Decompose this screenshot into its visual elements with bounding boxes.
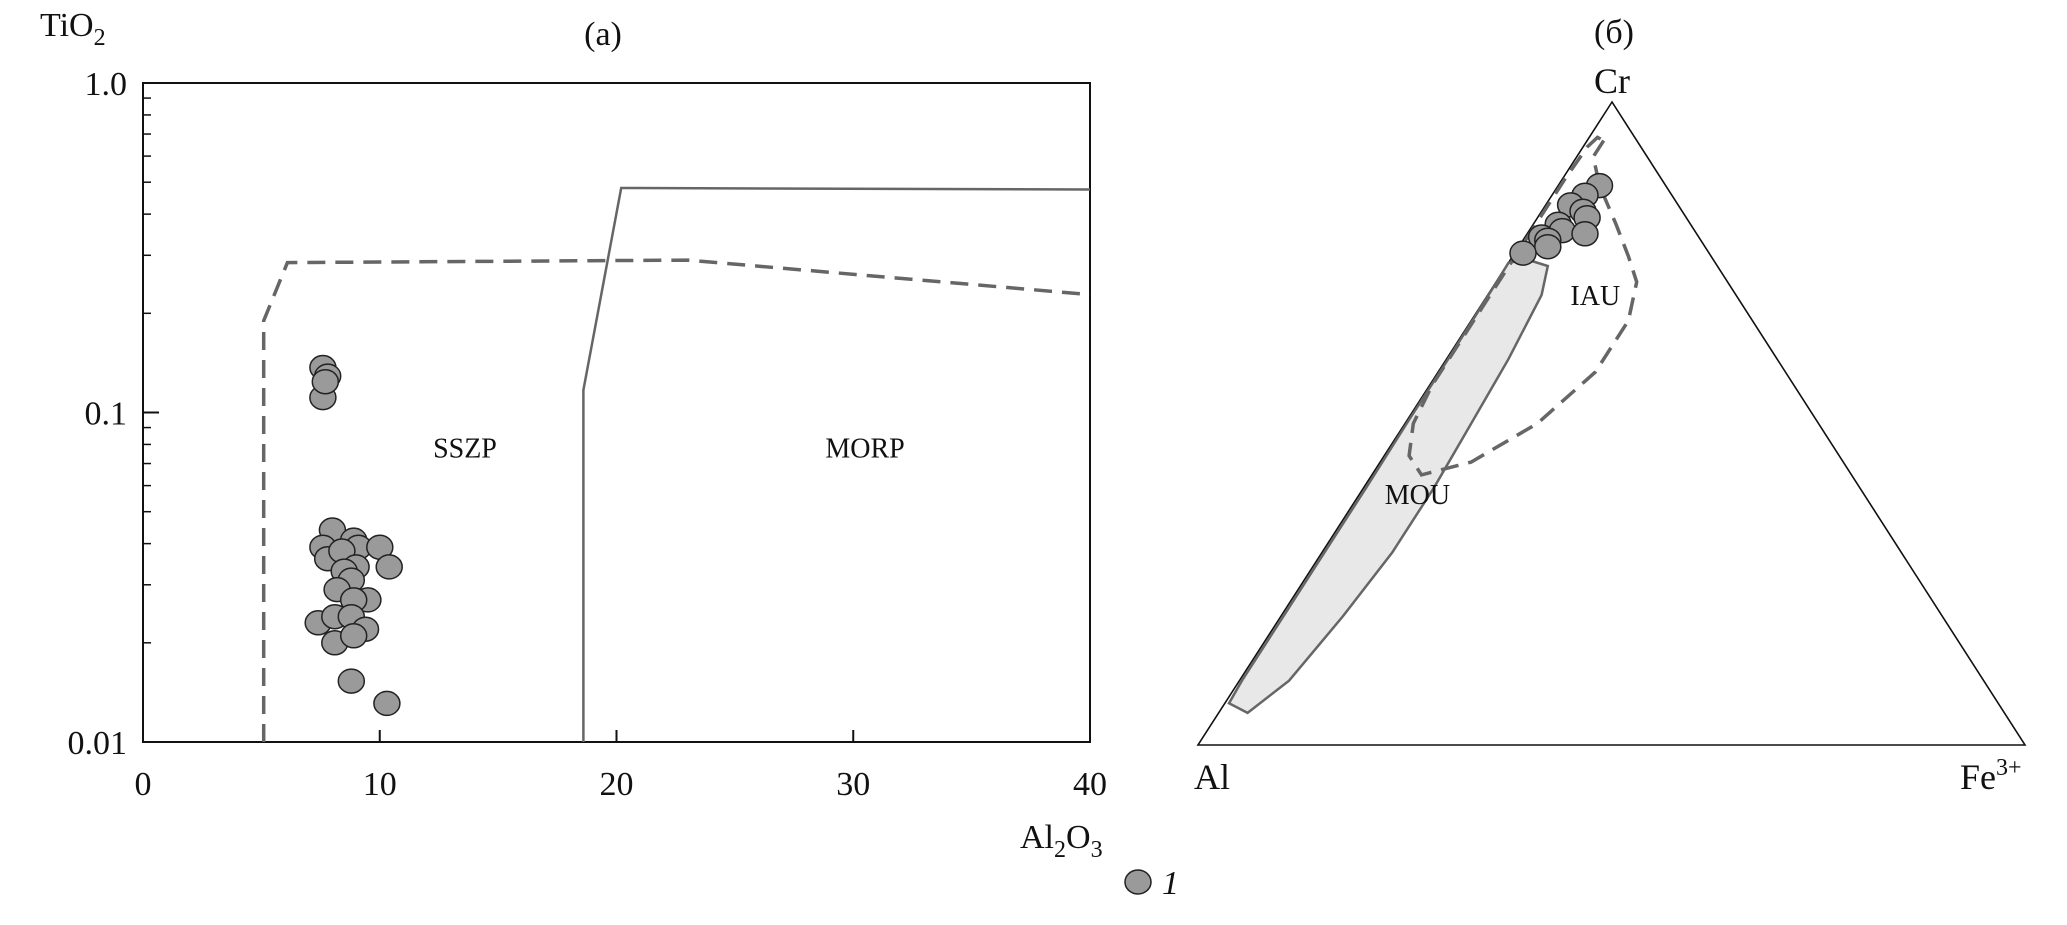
region-boundaries bbox=[261, 186, 1091, 742]
x-axis-label-o: O bbox=[1066, 819, 1091, 856]
y-axis-label: TiO2 bbox=[40, 7, 106, 51]
ternary-triangle bbox=[1196, 100, 2027, 746]
data-point bbox=[375, 554, 403, 580]
data-point bbox=[339, 623, 368, 649]
y-axis-ticks: 0.01 0.1 1.0 bbox=[68, 66, 159, 762]
legend-label: 1 bbox=[1162, 865, 1179, 902]
data-point bbox=[373, 690, 401, 717]
x-axis-label-al: Al bbox=[1020, 819, 1054, 856]
panel-a-label: (a) bbox=[584, 16, 622, 53]
boundary-morp bbox=[582, 186, 1091, 742]
panel-b-label: (б) bbox=[1594, 14, 1634, 51]
panel-a-scatter: (a) TiO2 0 10 20 30 40 0.010.11.0 SSZP MORP A… bbox=[40, 7, 1107, 863]
data-point bbox=[337, 668, 366, 694]
x-axis-label-sub3: 3 bbox=[1091, 837, 1103, 863]
ternary-data-point bbox=[1534, 233, 1562, 260]
ternary-regions bbox=[1227, 135, 1639, 715]
vertex-label-fe: Fe3+ bbox=[1960, 755, 2022, 797]
boundary-sszp bbox=[261, 258, 1091, 742]
panel-b-ternary: (б) IAU MOU Cr Al Fe3+ bbox=[1194, 14, 2027, 797]
ternary-region-label-iau: IAU bbox=[1570, 281, 1620, 312]
vertex-label-al: Al bbox=[1194, 757, 1230, 797]
ternary-region-label-mou: MOU bbox=[1385, 480, 1450, 511]
ternary-data-point bbox=[1571, 221, 1599, 247]
y-axis-label-sub: 2 bbox=[94, 25, 106, 51]
x-tick-label: 0 bbox=[135, 766, 152, 803]
y-tick-label: 0.01 bbox=[68, 725, 128, 762]
data-point bbox=[311, 368, 340, 395]
x-axis-label: Al2O3 bbox=[1020, 819, 1103, 863]
x-axis-ticks: 0 10 20 30 40 bbox=[135, 730, 1107, 803]
legend-marker bbox=[1124, 869, 1152, 895]
y-tick-label: 0.1 bbox=[85, 396, 128, 433]
region-label-sszp: SSZP bbox=[433, 434, 497, 465]
x-axis-label-sub2: 2 bbox=[1054, 837, 1066, 863]
vertex-label-fe-main: Fe bbox=[1960, 757, 1996, 797]
ternary-data-point bbox=[1509, 240, 1537, 266]
data-points bbox=[304, 354, 403, 717]
region-labels: SSZP MORP bbox=[433, 434, 905, 465]
x-tick-label: 30 bbox=[836, 766, 870, 803]
x-tick-label: 20 bbox=[600, 766, 634, 803]
region-mou bbox=[1227, 258, 1550, 715]
y-axis-label-main: TiO bbox=[40, 7, 94, 44]
x-tick-label: 40 bbox=[1073, 766, 1107, 803]
plot-frame bbox=[142, 82, 1091, 743]
region-iau bbox=[1407, 135, 1639, 477]
vertex-label-fe-sup: 3+ bbox=[1996, 755, 2022, 781]
x-tick-label: 10 bbox=[363, 766, 397, 803]
vertex-label-cr: Cr bbox=[1594, 61, 1630, 101]
legend: 1 bbox=[1124, 865, 1179, 902]
y-tick-label: 1.0 bbox=[85, 66, 128, 103]
region-label-morp: MORP bbox=[825, 434, 904, 465]
ternary-data-points bbox=[1509, 172, 1614, 266]
ternary-region-labels: IAU MOU bbox=[1385, 281, 1620, 511]
